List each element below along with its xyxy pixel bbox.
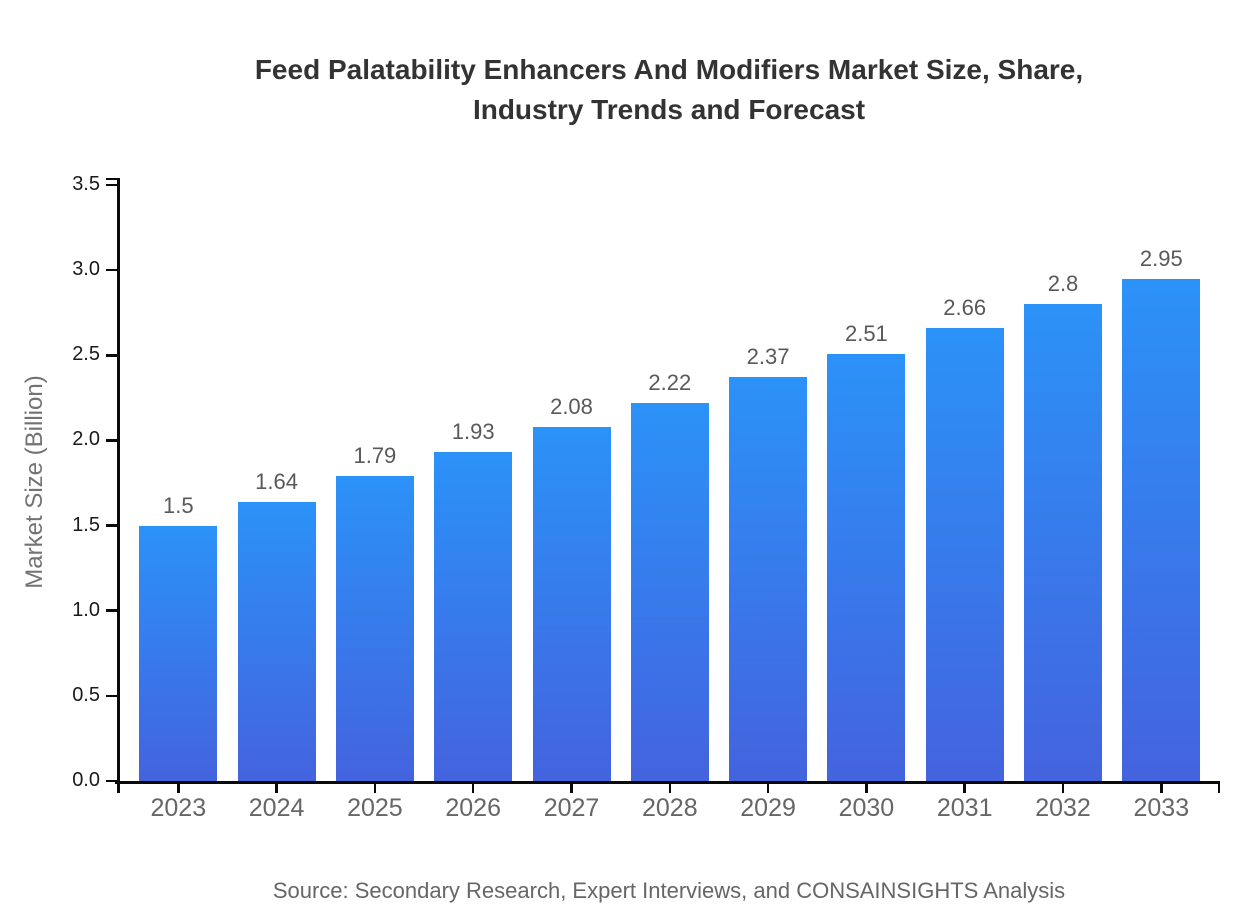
bar-value-label: 2.08	[550, 393, 593, 419]
y-tick-label: 3.5	[72, 173, 100, 195]
bar-value-label: 1.5	[163, 492, 194, 518]
bar-value-label: 1.93	[451, 419, 495, 445]
x-tick	[471, 783, 475, 793]
x-tick	[1061, 783, 1065, 793]
x-tick	[1160, 783, 1163, 793]
x-tick-label: 2031	[936, 794, 993, 822]
y-tick	[106, 183, 117, 187]
x-tick	[177, 783, 180, 793]
bar	[1122, 278, 1201, 781]
x-tick-label: 2023	[150, 794, 207, 822]
x-tick	[865, 783, 868, 793]
bar	[237, 501, 316, 781]
x-tick-label: 2024	[248, 794, 305, 822]
bar	[434, 452, 513, 781]
y-tick	[106, 439, 117, 442]
y-tick-label: 2.5	[72, 343, 100, 366]
bar-value-label: 2.8	[1047, 271, 1079, 297]
bar	[925, 328, 1004, 781]
x-tick	[963, 783, 966, 793]
y-tick	[106, 779, 117, 783]
y-axis-cap-tick	[106, 177, 117, 180]
y-axis-spine	[117, 177, 120, 784]
bar-value-label: 2.51	[844, 320, 888, 346]
x-tick-label: 2028	[641, 794, 698, 822]
bar	[532, 426, 611, 781]
y-tick-label: 3.0	[72, 258, 100, 281]
x-axis-end-tick	[1217, 783, 1220, 793]
y-tick-label: 1.5	[72, 513, 100, 536]
bar-value-label: 1.79	[353, 443, 397, 469]
y-tick-label: 0.5	[72, 683, 100, 706]
y-tick-label: 0.0	[72, 769, 100, 791]
y-tick	[106, 268, 117, 272]
chart-title-line-1: Feed Palatability Enhancers And Modifier…	[254, 54, 1084, 85]
bar	[335, 476, 414, 781]
source-note: Source: Secondary Research, Expert Inter…	[272, 878, 1066, 903]
x-tick	[275, 783, 278, 793]
bar-value-label: 2.95	[1139, 245, 1183, 271]
x-tick	[373, 783, 377, 793]
x-tick	[668, 783, 672, 793]
x-tick-label: 2026	[445, 794, 501, 822]
x-tick-label: 2027	[543, 794, 600, 822]
y-tick	[106, 354, 117, 357]
x-tick-label: 2030	[838, 794, 895, 822]
x-axis-origin-tick	[117, 783, 120, 793]
bar-value-label: 2.22	[648, 369, 692, 395]
x-tick	[766, 783, 770, 793]
bar	[827, 353, 906, 781]
bar	[729, 377, 808, 781]
y-tick	[106, 609, 117, 612]
chart-title: Feed Palatability Enhancers And Modifier…	[117, 50, 1221, 130]
bar	[1024, 304, 1102, 781]
x-tick-label: 2033	[1133, 794, 1190, 822]
bar-value-label: 2.66	[943, 295, 987, 321]
y-tick	[106, 694, 117, 698]
x-tick-label: 2032	[1035, 794, 1091, 822]
bar-value-label: 2.37	[746, 344, 790, 370]
x-axis-spine	[115, 781, 1220, 784]
bar	[630, 402, 709, 781]
bar-value-label: 1.64	[255, 468, 298, 494]
chart-title-line-2: Industry Trends and Forecast	[472, 94, 866, 125]
bar	[139, 525, 218, 781]
x-tick	[570, 783, 573, 793]
y-tick-label: 2.0	[72, 428, 100, 451]
x-tick-label: 2029	[740, 794, 796, 822]
x-tick-label: 2025	[347, 794, 403, 822]
y-tick-label: 1.0	[72, 598, 100, 621]
y-tick	[106, 524, 117, 527]
